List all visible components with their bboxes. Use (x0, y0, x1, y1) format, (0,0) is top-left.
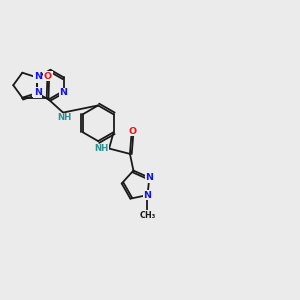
Text: NH: NH (94, 144, 109, 153)
Text: N: N (146, 173, 153, 182)
Text: N: N (34, 88, 42, 98)
Text: N: N (33, 88, 41, 97)
Text: O: O (128, 127, 137, 136)
Text: O: O (44, 72, 52, 81)
Text: N: N (143, 190, 152, 200)
Text: N: N (34, 72, 42, 81)
Text: N: N (34, 73, 42, 82)
Text: CH₃: CH₃ (140, 211, 156, 220)
Text: NH: NH (57, 113, 71, 122)
Text: N: N (59, 88, 67, 98)
